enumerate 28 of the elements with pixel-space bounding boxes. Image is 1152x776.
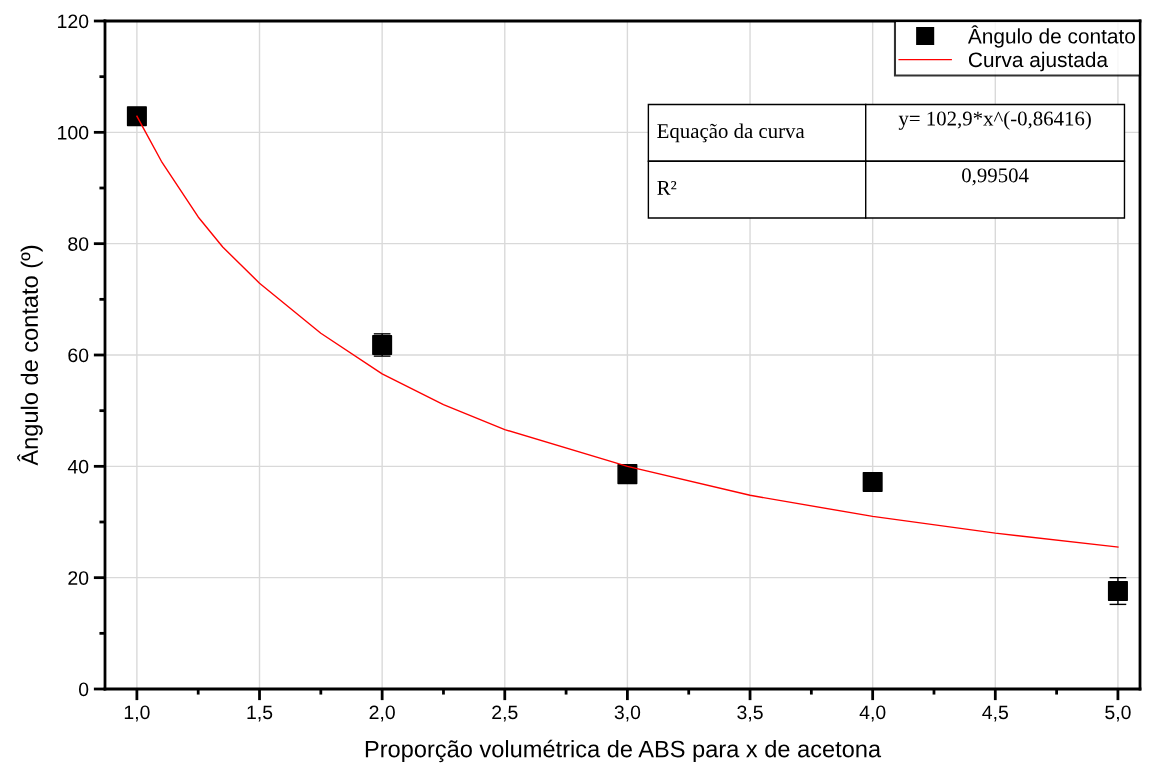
- x-tick-label: 2,5: [492, 705, 518, 722]
- y-tick-label: 0: [78, 682, 89, 697]
- x-tick-label: 3,5: [737, 705, 763, 722]
- y-tick-label: 60: [68, 348, 89, 363]
- legend-label: Curva ajustada: [968, 51, 1109, 72]
- y-axis-title: Ângulo de contato (º): [17, 245, 43, 466]
- y-tick-label: 120: [58, 14, 89, 29]
- legend-label: Ângulo de contato: [967, 25, 1135, 48]
- x-tick-label: 2,0: [369, 705, 395, 722]
- annotation: 0,99504: [962, 168, 1029, 186]
- annotation: R²: [657, 180, 677, 195]
- point: [126, 106, 147, 127]
- y-tick-label: 40: [67, 459, 89, 474]
- x-tick-label: 4,5: [982, 705, 1008, 722]
- annotation: y= 102,9*x^(-0,86416): [898, 110, 1091, 130]
- y-tick-label: 100: [58, 125, 89, 140]
- x-tick-label: 1,5: [247, 705, 273, 722]
- point: [617, 464, 638, 485]
- x-tick-label: 4,0: [859, 705, 886, 722]
- y-tick-label: 80: [68, 237, 89, 251]
- x-tick-label: 5,0: [1105, 705, 1131, 722]
- x-tick-label: 3,0: [614, 705, 641, 722]
- point: [1107, 581, 1128, 602]
- point: [862, 471, 883, 492]
- annotation: Equação da curva: [657, 123, 805, 143]
- y-tick-label: 20: [68, 571, 89, 585]
- x-axis-title: Proporção volumétrica de ABS para x de acetona: [365, 739, 882, 763]
- x-tick-label: 1,0: [124, 705, 150, 722]
